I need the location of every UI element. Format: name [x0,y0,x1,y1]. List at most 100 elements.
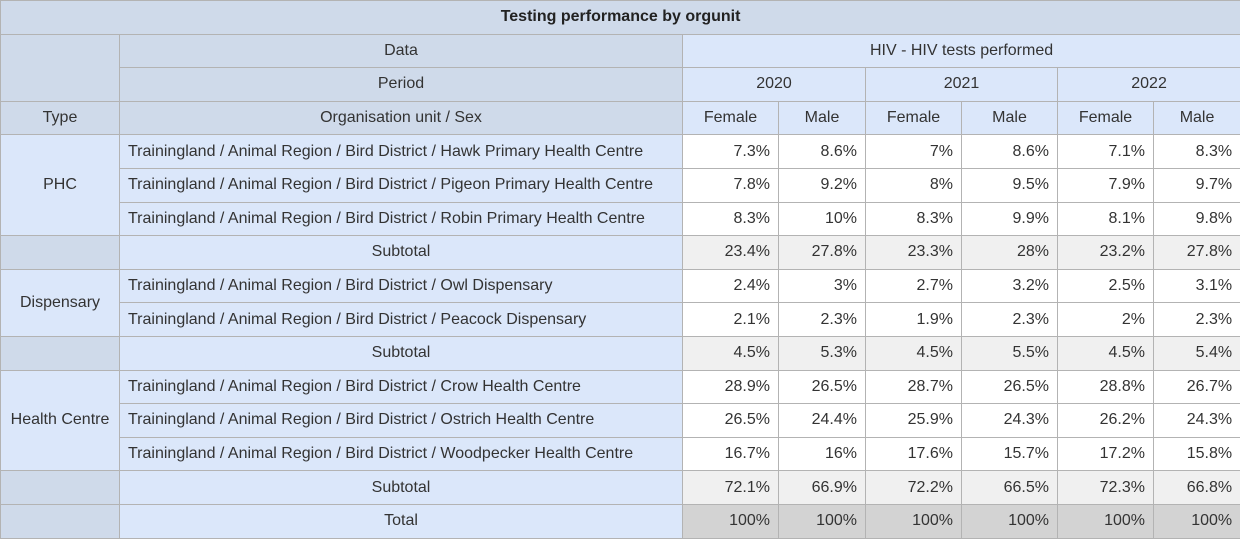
subtotal-row: Subtotal 23.4% 27.8% 23.3% 28% 23.2% 27.8% [0,235,1240,270]
subtotal-row: Subtotal 4.5% 5.3% 4.5% 5.5% 4.5% 5.4% [0,335,1240,371]
subtotal-label: Subtotal [119,470,683,505]
value-cell: 72.1% [682,470,779,505]
value-cell: 66.9% [778,470,866,505]
data-header-row: Data HIV - HIV tests performed [0,33,1240,102]
type-cell: PHC [0,134,120,237]
period-header-2022: 2022 [1056,67,1240,102]
subtotal-type-blank [0,470,120,505]
value-cell: 8.6% [961,134,1058,169]
value-cell: 17.2% [1057,436,1154,472]
value-cell: 3.2% [961,268,1058,304]
value-cell: 8.3% [1152,134,1240,169]
value-cell: 8.1% [1057,201,1154,237]
value-cell: 100% [682,503,779,539]
table-row: Health Centre Trainingland / Animal Regio… [0,369,1240,472]
org-unit-label: Trainingland / Animal Region / Bird Dist… [119,167,683,203]
value-cell: 28.8% [1057,369,1154,405]
value-cell: 5.4% [1152,335,1240,371]
org-unit-label: Trainingland / Animal Region / Bird Dist… [119,302,683,337]
value-cell: 8% [865,167,962,203]
value-cell: 100% [1057,503,1154,539]
sex-header-male: Male [778,100,866,136]
value-cell: 26.7% [1152,369,1240,405]
value-cell: 4.5% [865,335,962,371]
data-dimension-label: Data [119,33,683,69]
subtotal-label: Subtotal [119,335,683,371]
value-cell: 2.3% [778,302,866,337]
value-cell: 28% [961,235,1058,270]
value-cell: 26.5% [961,369,1058,405]
value-cell: 26.5% [682,403,779,438]
corner-cell [0,33,120,102]
value-cell: 72.3% [1057,470,1154,505]
value-cell: 9.7% [1152,167,1240,203]
value-cell: 100% [1152,503,1240,539]
value-cell: 7.1% [1057,134,1154,169]
sex-header-male: Male [961,100,1058,136]
value-cell: 9.8% [1152,201,1240,237]
type-cell: Health Centre [0,369,120,472]
value-cell: 24.3% [1152,403,1240,438]
value-cell: 3.1% [1152,268,1240,304]
type-dimension-label: Type [0,100,120,136]
value-cell: 25.9% [865,403,962,438]
total-type-blank [0,503,120,539]
value-cell: 15.7% [961,436,1058,472]
value-cell: 8.3% [682,201,779,237]
value-cell: 7% [865,134,962,169]
sex-header-female: Female [1057,100,1154,136]
data-element-header: HIV - HIV tests performed [681,33,1240,69]
value-cell: 24.3% [961,403,1058,438]
value-cell: 100% [778,503,866,539]
value-cell: 2% [1057,302,1154,337]
value-cell: 10% [778,201,866,237]
value-cell: 27.8% [778,235,866,270]
value-cell: 26.2% [1057,403,1154,438]
value-cell: 9.5% [961,167,1058,203]
period-dimension-label: Period [119,67,683,102]
sex-header-female: Female [865,100,962,136]
table-row: Trainingland / Animal Region / Bird Dist… [1,302,1240,337]
value-cell: 2.4% [682,268,779,304]
value-cell: 27.8% [1152,235,1240,270]
org-unit-label: Trainingland / Animal Region / Bird Dist… [119,369,683,405]
subtotal-row: Subtotal 72.1% 66.9% 72.2% 66.5% 72.3% 66.8% [0,470,1240,505]
value-cell: 7.9% [1057,167,1154,203]
table-row: Trainingland / Animal Region / Bird Dist… [1,201,1240,237]
value-cell: 15.8% [1152,436,1240,472]
value-cell: 2.7% [865,268,962,304]
sex-header-female: Female [682,100,779,136]
sex-header-male: Male [1152,100,1240,136]
org-sex-dimension-label: Organisation unit / Sex [119,100,683,136]
table-row: Dispensary Trainingland / Animal Region /… [0,268,1240,337]
subtotal-label: Subtotal [119,235,683,270]
value-cell: 3% [778,268,866,304]
title-row: Testing performance by orgunit [0,0,1240,35]
value-cell: 16% [778,436,866,472]
value-cell: 23.2% [1057,235,1154,270]
value-cell: 23.3% [865,235,962,270]
org-unit-label: Trainingland / Animal Region / Bird Dist… [119,134,683,169]
value-cell: 7.8% [682,167,779,203]
value-cell: 2.3% [1152,302,1240,337]
value-cell: 66.8% [1152,470,1240,505]
org-unit-label: Trainingland / Animal Region / Bird Dist… [119,201,683,237]
value-cell: 5.5% [961,335,1058,371]
value-cell: 100% [961,503,1058,539]
type-cell: Dispensary [0,268,120,337]
total-row: Total 100% 100% 100% 100% 100% 100% [0,503,1240,539]
value-cell: 28.7% [865,369,962,405]
subtotal-type-blank [0,235,120,270]
value-cell: 66.5% [961,470,1058,505]
org-unit-label: Trainingland / Animal Region / Bird Dist… [119,403,683,438]
value-cell: 28.9% [682,369,779,405]
period-header-2021: 2021 [865,67,1058,102]
org-unit-label: Trainingland / Animal Region / Bird Dist… [119,436,683,472]
value-cell: 72.2% [865,470,962,505]
org-unit-label: Trainingland / Animal Region / Bird Dist… [119,268,683,304]
value-cell: 23.4% [682,235,779,270]
value-cell: 8.6% [778,134,866,169]
table-title: Testing performance by orgunit [0,0,1240,35]
value-cell: 2.1% [682,302,779,337]
value-cell: 2.3% [961,302,1058,337]
